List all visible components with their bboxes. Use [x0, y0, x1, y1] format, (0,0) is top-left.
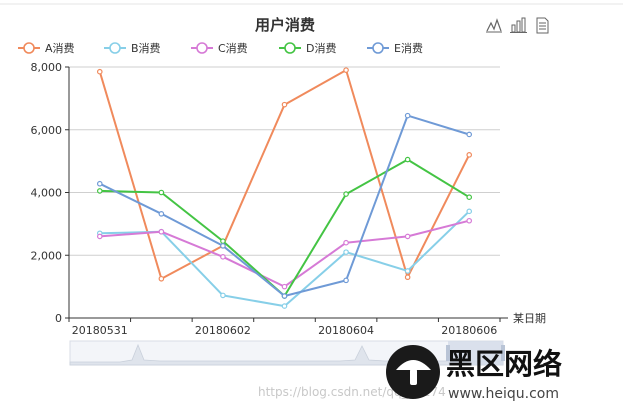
- y-tick-label: 4,000: [31, 187, 63, 200]
- data-zoom-handle-left[interactable]: [446, 345, 450, 361]
- data-point[interactable]: [343, 191, 349, 197]
- data-point[interactable]: [158, 211, 165, 217]
- x-tick-label: 20180606: [441, 324, 497, 337]
- legend-item[interactable]: B消费: [104, 41, 161, 55]
- series-D消费: [96, 156, 473, 299]
- legend-marker-icon: [372, 42, 384, 54]
- y-tick-label: 0: [55, 312, 62, 325]
- series-A消费: [96, 67, 473, 282]
- x-tick-label: 20180531: [72, 324, 128, 337]
- legend-item[interactable]: D消费: [279, 41, 336, 55]
- series-E消费: [96, 112, 473, 299]
- series-line: [99, 219, 470, 288]
- data-point[interactable]: [343, 249, 349, 255]
- legend-label: B消费: [131, 41, 161, 55]
- data-point[interactable]: [404, 268, 411, 274]
- data-zoom-handle-right[interactable]: [501, 345, 505, 361]
- legend-marker-icon: [109, 42, 121, 54]
- data-point[interactable]: [158, 228, 165, 235]
- data-point[interactable]: [466, 194, 473, 201]
- data-point[interactable]: [466, 217, 473, 224]
- data-zoom-window[interactable]: [448, 341, 503, 365]
- data-point[interactable]: [158, 189, 165, 196]
- data-point[interactable]: [404, 112, 411, 119]
- legend-label: A消费: [45, 41, 75, 55]
- axes: 0 2,000 4,000 6,000 8,000 20180531 20180602 201…: [31, 61, 508, 337]
- data-point[interactable]: [466, 152, 473, 158]
- site-logo: 黑区网络 www.heiqu.com: [386, 345, 562, 402]
- data-point[interactable]: [404, 274, 411, 281]
- data-point[interactable]: [281, 101, 288, 108]
- x-axis-title: 某日期: [513, 312, 546, 325]
- data-point[interactable]: [466, 131, 473, 138]
- data-point[interactable]: [343, 239, 349, 246]
- chart-title: 用户消费: [255, 16, 315, 34]
- series-line: [99, 158, 470, 297]
- x-tick-label: 20180604: [318, 324, 374, 337]
- data-point[interactable]: [96, 68, 103, 75]
- y-tick-label: 2,000: [31, 249, 63, 262]
- data-zoom-slider[interactable]: [69, 340, 505, 366]
- data-point[interactable]: [466, 208, 473, 215]
- legend-label: E消费: [394, 41, 423, 55]
- bar-chart-icon[interactable]: [509, 16, 527, 34]
- data-point[interactable]: [281, 283, 288, 290]
- data-point[interactable]: [220, 292, 226, 299]
- data-point[interactable]: [281, 293, 288, 299]
- legend-marker-icon: [284, 42, 296, 54]
- data-view-icon[interactable]: [533, 16, 551, 34]
- data-point[interactable]: [220, 238, 226, 244]
- y-tick-label: 8,000: [31, 61, 63, 74]
- data-point[interactable]: [96, 180, 103, 187]
- data-point[interactable]: [404, 156, 411, 163]
- legend-item[interactable]: A消费: [18, 41, 75, 55]
- x-tick-label: 20180602: [195, 324, 251, 337]
- legend-item[interactable]: C消费: [191, 41, 248, 55]
- series-line: [98, 69, 471, 280]
- data-point[interactable]: [158, 275, 165, 282]
- legend-marker-icon: [196, 42, 208, 54]
- data-point[interactable]: [220, 243, 226, 249]
- line-chart-icon[interactable]: [484, 16, 502, 34]
- legend-label: C消费: [218, 41, 248, 55]
- toolbox: [484, 16, 551, 34]
- series-line: [99, 114, 470, 297]
- data-point[interactable]: [96, 233, 103, 240]
- brand-url: www.heiqu.com: [448, 386, 559, 402]
- data-point[interactable]: [343, 277, 349, 284]
- legend: A消费 B消费 C消费 D消费 E消费: [18, 41, 423, 55]
- data-point[interactable]: [96, 188, 103, 194]
- data-point[interactable]: [220, 254, 226, 260]
- data-point[interactable]: [281, 303, 288, 309]
- y-tick-label: 6,000: [31, 124, 63, 137]
- data-point[interactable]: [343, 67, 349, 73]
- series-C消费: [96, 217, 473, 290]
- series-layer: [96, 67, 473, 309]
- data-point[interactable]: [404, 233, 411, 240]
- brand-name: 黑区网络: [446, 347, 562, 381]
- legend-marker-icon: [23, 42, 35, 54]
- grid-lines: [69, 66, 500, 256]
- legend-label: D消费: [306, 41, 336, 55]
- legend-item[interactable]: E消费: [367, 41, 423, 55]
